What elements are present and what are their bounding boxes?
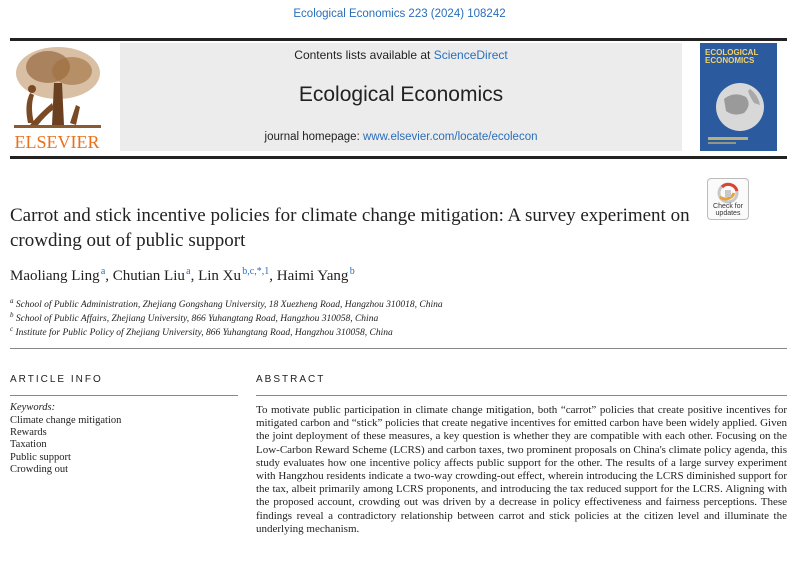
elsevier-logo[interactable]: ELSEVIER xyxy=(10,43,105,153)
check-updates-line2: updates xyxy=(715,210,741,217)
keywords-label: Keywords: xyxy=(10,402,56,413)
journal-banner: Contents lists available at ScienceDirec… xyxy=(120,43,682,151)
author-affiliation-marker[interactable]: b xyxy=(349,266,355,277)
journal-title[interactable]: Ecological Economics xyxy=(298,83,504,106)
elsevier-tree-icon: ELSEVIER xyxy=(10,43,105,152)
keyword-item[interactable]: Climate change mitigation xyxy=(10,415,122,426)
contents-available: Contents lists available at ScienceDirec… xyxy=(120,48,682,62)
homepage-link[interactable]: www.elsevier.com/locate/ecolecon xyxy=(362,131,538,143)
author-affiliation-marker[interactable]: a xyxy=(186,266,191,277)
article-title: Carrot and stick incentive policies for … xyxy=(10,205,690,251)
journal-homepage: journal homepage: www.elsevier.com/locat… xyxy=(120,131,682,143)
cover-title: ECOLOGICAL ECONOMICS xyxy=(705,48,759,65)
journal-citation[interactable]: Ecological Economics 223 (2024) 108242 xyxy=(293,8,506,20)
affiliation: c Institute for Public Policy of Zhejian… xyxy=(10,325,393,338)
abstract-heading: ABSTRACT xyxy=(256,374,326,385)
affiliation-text: Institute for Public Policy of Zhejiang … xyxy=(15,328,393,339)
sciencedirect-link[interactable]: ScienceDirect xyxy=(433,48,508,62)
affiliation-text: School of Public Affairs, Zhejiang Unive… xyxy=(15,314,379,325)
affiliation-marker: c xyxy=(10,325,14,333)
check-for-updates-button[interactable]: Check for updates xyxy=(707,178,749,220)
header-bottom-rule xyxy=(10,156,787,159)
affiliation-marker: a xyxy=(10,297,14,305)
author-name[interactable]: Haimi Yang xyxy=(276,268,349,284)
homepage-prefix: journal homepage: xyxy=(264,131,363,143)
elsevier-wordmark: ELSEVIER xyxy=(15,132,100,152)
journal-cover[interactable]: ECOLOGICAL ECONOMICS xyxy=(700,43,777,151)
keyword-item[interactable]: Crowding out xyxy=(10,463,69,475)
author-affiliation-marker[interactable]: b,c,*,1 xyxy=(242,266,270,277)
globe-icon xyxy=(708,83,764,144)
check-updates-label: Check for updates xyxy=(708,203,748,217)
abstract-rule xyxy=(256,395,787,396)
keyword-item[interactable]: Public support xyxy=(10,451,71,463)
affiliation: a School of Public Administration, Zheji… xyxy=(10,297,443,310)
keyword-item[interactable]: Rewards xyxy=(10,427,47,439)
contents-prefix: Contents lists available at xyxy=(294,48,434,62)
check-updates-icon xyxy=(717,182,739,204)
keyword-item[interactable]: Taxation xyxy=(10,439,47,451)
author-name[interactable]: Maoliang Ling xyxy=(10,268,100,284)
section-divider xyxy=(10,348,787,349)
author-list: Maoliang Ling a, Chutian Liu a, Lin Xu b… xyxy=(10,266,355,284)
keyword-list: Climate change mitigation Rewards Taxati… xyxy=(10,415,121,476)
abstract-text: To motivate public participation in clim… xyxy=(256,404,787,535)
author-affiliation-marker[interactable]: a xyxy=(100,266,106,277)
author-name[interactable]: Chutian Liu xyxy=(112,268,185,284)
affiliation: b School of Public Affairs, Zhejiang Uni… xyxy=(10,311,378,324)
affiliation-text: School of Public Administration, Zhejian… xyxy=(15,300,443,311)
article-info-heading: ARTICLE INFO xyxy=(10,374,103,385)
article-info-rule xyxy=(10,395,238,396)
check-updates-line1: Check for xyxy=(713,203,743,210)
header-top-rule xyxy=(10,38,787,41)
affiliation-marker: b xyxy=(10,311,14,319)
author-name[interactable]: Lin Xu xyxy=(198,268,242,284)
